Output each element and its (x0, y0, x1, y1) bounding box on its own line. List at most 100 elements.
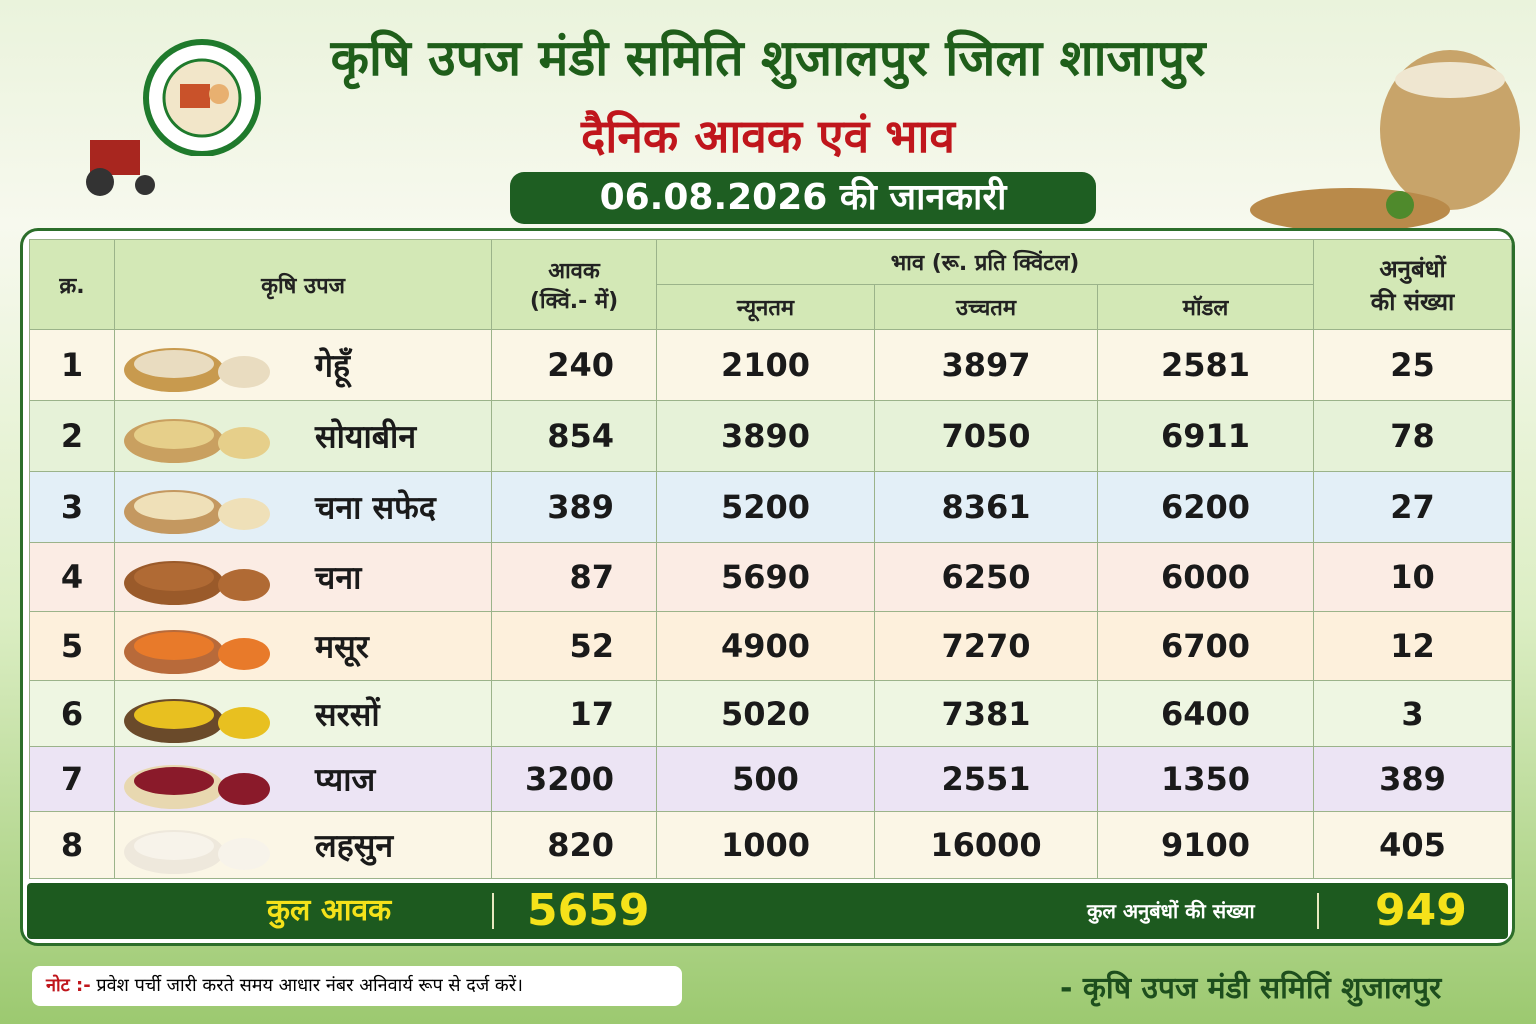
value-cell: 78 (1313, 400, 1512, 472)
header-cell: भाव (रू. प्रति क्विंटल) (656, 239, 1314, 285)
crop-name: सरसों (315, 695, 380, 733)
total-label: कुल आवक (267, 893, 392, 928)
title: कृषि उपज मंडी समिति शुजालपुर जिला शाजापु… (330, 29, 1206, 87)
value-cell: 389 (491, 471, 657, 543)
date-banner: 06.08.2026 की जानकारी (510, 172, 1096, 224)
value-cell: 500 (656, 746, 875, 812)
value-cell: 8 (29, 811, 115, 879)
header-cell: आवक (क्विं.- में) (491, 239, 657, 330)
crop-name: गेहूँ (315, 346, 351, 385)
total-bar: कुल आवक 5659 कुल अनुबंधों की संख्या 949 (27, 883, 1508, 939)
value-cell: 240 (491, 329, 657, 401)
table-row: 1 गेहूँ 240 2100 3897 2581 25 (29, 329, 1512, 401)
table-body: 1 गेहूँ 240 2100 3897 2581 25 2 सोयाबीन 854 3890 70… (29, 329, 1512, 879)
value-cell: 2 (29, 400, 115, 472)
crop-image (124, 765, 270, 809)
header-cell: क्र. (29, 239, 115, 330)
value-cell: 3 (1313, 680, 1512, 747)
header-cell: कृषि उपज (114, 239, 492, 330)
value-cell: 1 (29, 329, 115, 401)
value-cell: 6000 (1097, 542, 1314, 612)
header-cell: न्यूनतम (656, 284, 875, 330)
total-label: कुल अनुबंधों की संख्या (1087, 899, 1255, 923)
total-value: 5659 (527, 885, 650, 936)
note: नोट :- प्रवेश पर्ची जारी करते समय आधार न… (32, 966, 682, 1006)
value-cell: 5200 (656, 471, 875, 543)
value-cell: 405 (1313, 811, 1512, 879)
value-cell: 87 (491, 542, 657, 612)
crop-image (124, 699, 270, 743)
crop-image (124, 830, 270, 874)
note-label: नोट :- (46, 975, 91, 996)
value-cell: 5 (29, 611, 115, 681)
crop-cell: गेहूँ (114, 329, 492, 401)
crop-cell: सोयाबीन (114, 400, 492, 472)
value-cell: 9100 (1097, 811, 1314, 879)
table-row: 2 सोयाबीन 854 3890 7050 6911 78 (29, 400, 1512, 472)
crop-image (124, 348, 270, 392)
crop-image (124, 561, 270, 605)
header-cell: अनुबंधों की संख्या (1313, 239, 1512, 330)
value-cell: 7 (29, 746, 115, 812)
table-row: 7 प्याज 3200 500 2551 1350 389 (29, 746, 1512, 812)
header-line: अनुबंधों (1379, 254, 1446, 283)
grain-sack (1250, 50, 1520, 230)
value-cell: 2581 (1097, 329, 1314, 401)
value-cell: 17 (491, 680, 657, 747)
value-cell: 10 (1313, 542, 1512, 612)
value-cell: 2551 (874, 746, 1098, 812)
value-cell: 7050 (874, 400, 1098, 472)
crop-cell: मसूर (114, 611, 492, 681)
crop-name: सोयाबीन (315, 417, 417, 456)
value-cell: 2100 (656, 329, 875, 401)
value-cell: 7270 (874, 611, 1098, 681)
crop-name: चना सफेद (315, 488, 436, 527)
crop-name: लहसुन (315, 826, 394, 865)
table-row: 3 चना सफेद 389 5200 8361 6200 27 (29, 471, 1512, 543)
value-cell: 12 (1313, 611, 1512, 681)
value-cell: 6250 (874, 542, 1098, 612)
header-cell: उच्चतम (874, 284, 1098, 330)
value-cell: 1350 (1097, 746, 1314, 812)
crop-image (124, 419, 270, 463)
value-cell: 8361 (874, 471, 1098, 543)
crop-cell: चना (114, 542, 492, 612)
value-cell: 25 (1313, 329, 1512, 401)
table-row: 6 सरसों 17 5020 7381 6400 3 (29, 680, 1512, 747)
footer: - कृषि उपज मंडी समितिं शुजालपुर (1060, 971, 1442, 1006)
crop-name: प्याज (315, 760, 376, 799)
value-cell: 27 (1313, 471, 1512, 543)
logo (143, 39, 261, 156)
header-line: (क्विं.- में) (529, 288, 619, 314)
value-cell: 820 (491, 811, 657, 879)
value-cell: 6200 (1097, 471, 1314, 543)
crop-name: मसूर (315, 627, 369, 666)
note-text: प्रवेश पर्ची जारी करते समय आधार नंबर अनि… (96, 975, 523, 996)
value-cell: 6700 (1097, 611, 1314, 681)
header-cell: मॉडल (1097, 284, 1314, 330)
crop-image (124, 630, 270, 674)
value-cell: 3890 (656, 400, 875, 472)
value-cell: 4 (29, 542, 115, 612)
subtitle: दैनिक आवक एवं भाव (581, 109, 955, 163)
crop-cell: प्याज (114, 746, 492, 812)
value-cell: 3 (29, 471, 115, 543)
value-cell: 3200 (491, 746, 657, 812)
rates-card: क्र. कृषि उपज आवक (क्विं.- में) भाव (रू. … (20, 228, 1515, 946)
rates-table: क्र. कृषि उपज आवक (क्विं.- में) भाव (रू. … (29, 239, 1512, 879)
value-cell: 16000 (874, 811, 1098, 879)
crop-name: चना (315, 558, 362, 597)
value-cell: 1000 (656, 811, 875, 879)
header-line: आवक (548, 258, 600, 284)
value-cell: 6 (29, 680, 115, 747)
table-row: 5 मसूर 52 4900 7270 6700 12 (29, 611, 1512, 681)
value-cell: 854 (491, 400, 657, 472)
crop-image (124, 490, 270, 534)
value-cell: 5690 (656, 542, 875, 612)
value-cell: 6400 (1097, 680, 1314, 747)
value-cell: 7381 (874, 680, 1098, 747)
value-cell: 6911 (1097, 400, 1314, 472)
value-cell: 4900 (656, 611, 875, 681)
table-row: 4 चना 87 5690 6250 6000 10 (29, 542, 1512, 612)
crop-cell: चना सफेद (114, 471, 492, 543)
